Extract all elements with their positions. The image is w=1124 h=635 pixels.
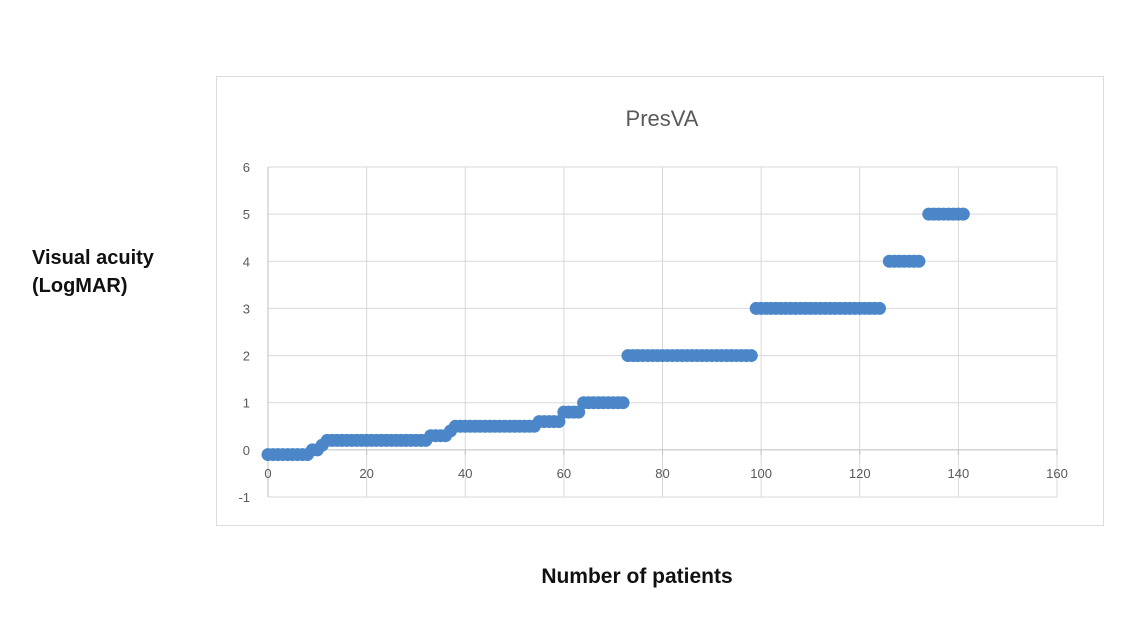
- y-tick-label: -1: [238, 490, 250, 505]
- y-tick-label: 5: [243, 207, 250, 222]
- x-tick-label: 0: [264, 466, 271, 481]
- x-axis-label: Number of patients: [541, 565, 733, 588]
- y-tick-label: 6: [243, 160, 250, 175]
- y-axis-label-line-2: (LogMAR): [32, 275, 128, 297]
- x-tick-label: 20: [359, 466, 373, 481]
- x-tick-label: 40: [458, 466, 472, 481]
- x-tick-label: 140: [948, 466, 970, 481]
- data-point: [912, 254, 926, 268]
- data-points: [261, 207, 970, 462]
- data-point: [616, 396, 630, 410]
- y-tick-label: 4: [243, 254, 250, 269]
- data-point: [956, 207, 970, 221]
- chart-title: PresVA: [626, 106, 699, 131]
- y-tick-label: 1: [243, 396, 250, 411]
- y-axis-label-line-1: Visual acuity: [32, 247, 154, 269]
- y-tick-label: 2: [243, 349, 250, 364]
- y-axis-label: Visual acuity (LogMAR): [32, 244, 212, 300]
- axes: [267, 167, 1058, 497]
- data-point: [872, 301, 886, 315]
- x-tick-label: 100: [750, 466, 772, 481]
- data-point: [744, 349, 758, 363]
- y-tick-label: 0: [243, 443, 250, 458]
- chart-area: [216, 76, 1104, 526]
- x-tick-label: 120: [849, 466, 871, 481]
- x-tick-label: 160: [1046, 466, 1068, 481]
- x-tick-label: 80: [655, 466, 669, 481]
- x-tick-label: 60: [557, 466, 571, 481]
- y-tick-label: 3: [243, 301, 250, 316]
